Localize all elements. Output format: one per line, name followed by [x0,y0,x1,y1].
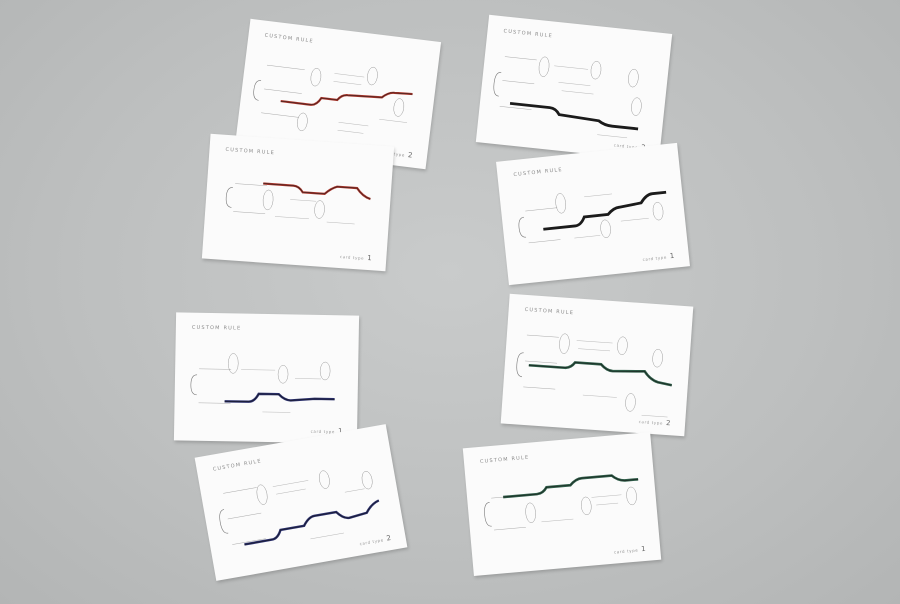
rule-diagram [253,64,413,134]
card-number: 1 [669,251,676,261]
card-number: 1 [366,253,373,263]
card-number: 2 [407,151,414,160]
rule-diagram [219,470,380,546]
rule-diagram [484,474,639,531]
card-navy-type2: CUSTOM RULE card type 2 [194,424,408,581]
card-green-type2: CUSTOM RULE card type 2 [500,293,694,437]
rule-diagram [516,333,673,418]
card-footer-label: card type [613,547,639,555]
card-number: 1 [640,544,647,554]
card-green-type1: CUSTOM RULE card type 1 [462,432,662,576]
card-footer-label: card type [339,254,365,261]
rule-diagram [225,182,371,225]
rule-diagram [190,353,335,413]
rule-diagram [518,190,667,244]
card-red-type1: CUSTOM RULE card type 1 [201,133,395,272]
rule-diagram [493,56,642,139]
card-footer-label: card type [638,419,664,426]
card-black-type1: CUSTOM RULE card type 1 [496,142,690,286]
card-number: 2 [665,418,672,428]
